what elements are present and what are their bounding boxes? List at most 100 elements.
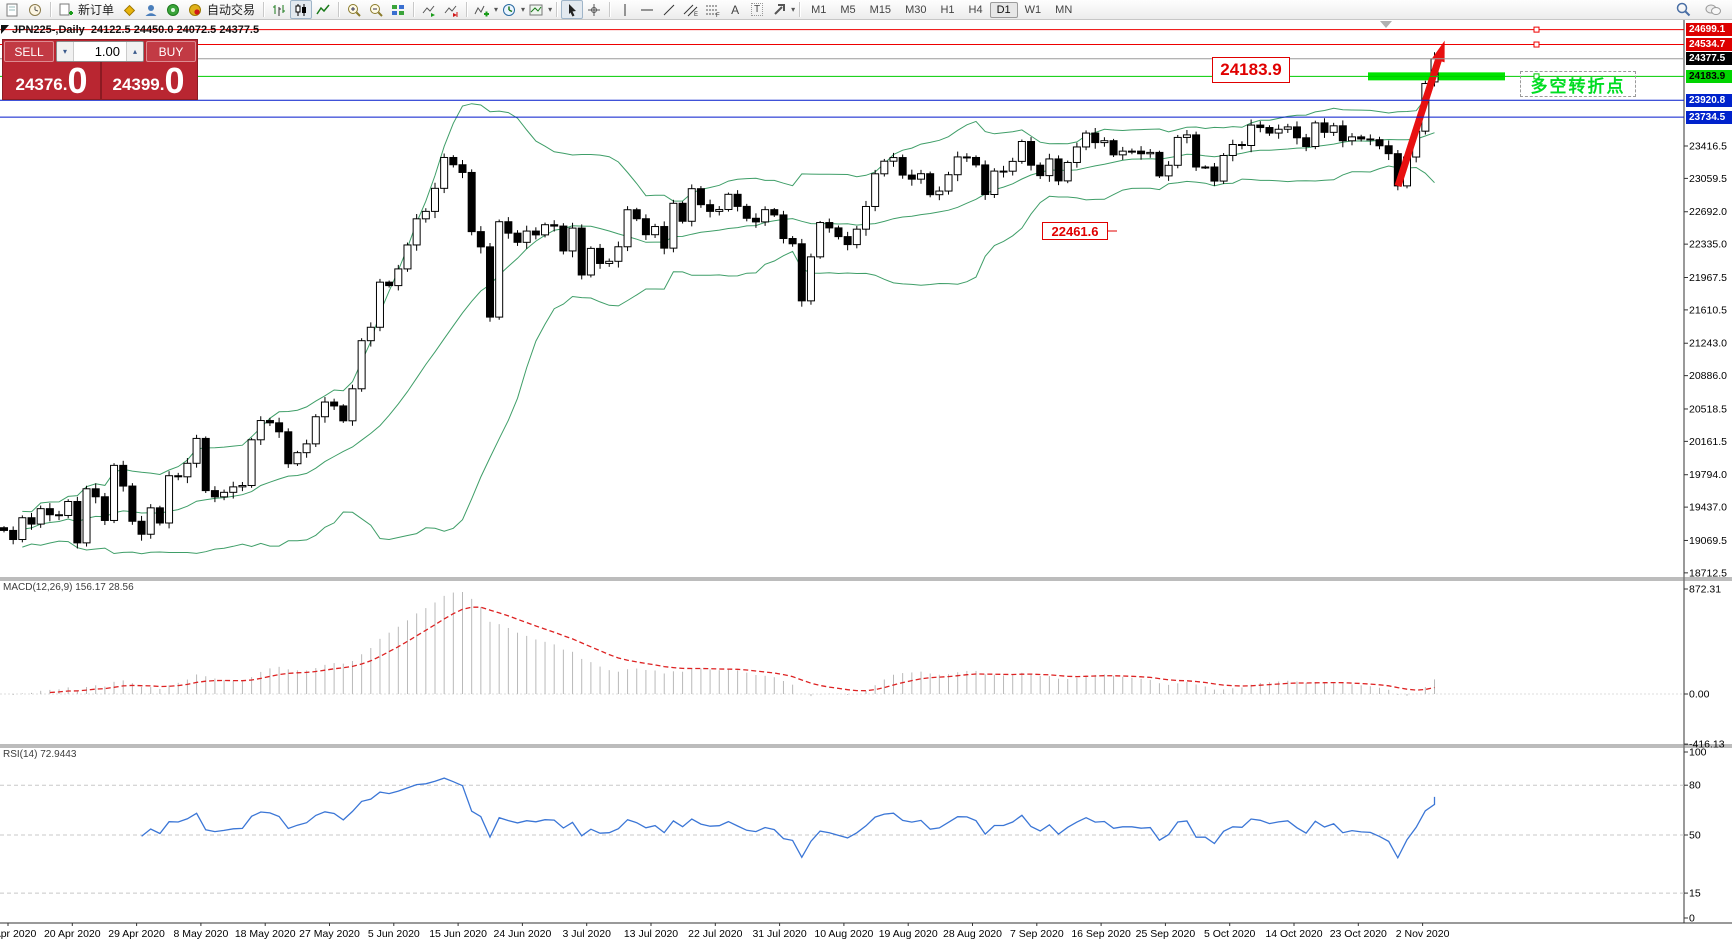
macd-signal-line	[49, 606, 1435, 694]
new-order-icon[interactable]	[55, 0, 77, 19]
date-label: 15 Jun 2020	[429, 928, 487, 940]
svg-text:21610.5: 21610.5	[1689, 304, 1727, 316]
rsi-label: RSI(14) 72.9443	[3, 749, 77, 760]
toolbar-separator	[466, 2, 468, 17]
toolbar-separator	[556, 2, 558, 17]
zoom-out-icon[interactable]	[365, 0, 387, 19]
date-label: 23 Oct 2020	[1330, 928, 1387, 940]
chart-ohlc-values: 24122.5 24450.0 24072.5 24377.5	[90, 24, 260, 36]
timeframe-mn[interactable]: MN	[1055, 3, 1073, 16]
indicators-dropdown-caret[interactable]: ▾	[494, 5, 499, 14]
chat-icon[interactable]	[1702, 0, 1724, 19]
templates-dropdown-caret[interactable]: ▾	[548, 5, 553, 14]
sell-price[interactable]: 24376. 0	[3, 62, 100, 99]
timeframe-m30[interactable]: M30	[905, 3, 927, 16]
toolbar-separator	[338, 2, 340, 17]
cursor-icon[interactable]	[561, 0, 584, 19]
buy-price[interactable]: 24399. 0	[100, 62, 197, 99]
timeframe-h1[interactable]: H1	[940, 3, 955, 16]
periods-icon[interactable]	[498, 0, 520, 19]
date-label: 14 Oct 2020	[1265, 928, 1322, 940]
horizontal-line-icon[interactable]	[636, 0, 658, 19]
text-label-tool-icon[interactable]: T	[746, 0, 768, 19]
zoom-in-icon[interactable]	[343, 0, 365, 19]
line-handle[interactable]	[1533, 26, 1540, 33]
toolbar-separator	[609, 2, 611, 17]
toolbar-separator	[413, 2, 415, 17]
equidistant-channel-icon[interactable]: E	[680, 0, 702, 19]
price-tag: 23920.8	[1686, 93, 1732, 107]
trend-arrow[interactable]	[1394, 50, 1445, 188]
autotrading-icon[interactable]	[184, 0, 206, 19]
sell-button[interactable]: SELL	[4, 41, 54, 62]
volume-value[interactable]: 1.00	[94, 44, 120, 59]
svg-text:19069.5: 19069.5	[1689, 535, 1727, 547]
object-anchor-marker[interactable]	[1380, 21, 1392, 28]
svg-text:0.00: 0.00	[1689, 689, 1710, 701]
auto-scroll-icon[interactable]	[418, 0, 440, 19]
autotrading-button[interactable]: 自动交易	[207, 3, 256, 17]
vertical-line-icon[interactable]	[614, 0, 636, 19]
profiles-icon[interactable]	[24, 0, 46, 19]
fibonacci-icon[interactable]: F	[702, 0, 724, 19]
svg-text:100: 100	[1689, 747, 1707, 759]
text-tool-icon[interactable]: A	[731, 2, 740, 17]
macd-label: MACD(12,26,9) 156.17 28.56	[3, 582, 134, 593]
timeframe-m5[interactable]: M5	[840, 3, 856, 16]
date-label: 19 Aug 2020	[879, 928, 938, 940]
svg-text:20161.5: 20161.5	[1689, 436, 1727, 448]
new-chart-icon[interactable]	[2, 0, 24, 19]
periods-dropdown-caret[interactable]: ▾	[521, 5, 526, 14]
support-price-label[interactable]: 22461.6	[1042, 222, 1108, 240]
line-handle[interactable]	[1533, 73, 1540, 80]
trendline-icon[interactable]	[658, 0, 680, 19]
chart-symbol-period: JPN225-,Daily	[12, 24, 85, 36]
candlestick-chart-icon[interactable]	[290, 0, 313, 19]
chart-shift-icon[interactable]	[440, 0, 462, 19]
svg-text:18712.5: 18712.5	[1689, 567, 1727, 579]
channel-letter: E	[694, 12, 698, 17]
buy-button[interactable]: BUY	[146, 41, 196, 62]
svg-text:19794.0: 19794.0	[1689, 469, 1727, 481]
resistance-price-label[interactable]: 24183.9	[1212, 57, 1290, 83]
line-chart-icon[interactable]	[312, 0, 334, 19]
timeframe-m15[interactable]: M15	[869, 3, 892, 16]
templates-icon[interactable]	[525, 0, 547, 19]
indicators-icon[interactable]	[471, 0, 493, 19]
svg-text:-416.13: -416.13	[1689, 739, 1725, 751]
arrows-dropdown-caret[interactable]: ▾	[791, 5, 796, 14]
line-handle[interactable]	[1533, 41, 1540, 48]
crosshair-icon[interactable]	[583, 0, 605, 19]
navigator-icon[interactable]	[162, 0, 184, 19]
volume-field[interactable]: ▾ 1.00 ▴	[56, 41, 144, 62]
new-order-button[interactable]: 新订单	[78, 3, 115, 17]
bar-chart-icon[interactable]	[268, 0, 290, 19]
mouse-cursor-icon	[1, 25, 9, 34]
date-label: 31 Jul 2020	[752, 928, 806, 940]
date-label: 10 Apr 2020	[0, 928, 36, 940]
date-label: 18 May 2020	[235, 928, 296, 940]
timeframe-h4[interactable]: H4	[968, 3, 983, 16]
price-tag: 24183.9	[1686, 69, 1732, 83]
date-label: 27 May 2020	[299, 928, 360, 940]
date-label: 8 May 2020	[173, 928, 228, 940]
main-toolbar: 新订单 自动交易 ▾ ▾ ▾ E F A T ▾ M1 M5 M15 M30 H…	[0, 0, 1732, 20]
volume-increase-button[interactable]: ▴	[126, 42, 143, 61]
market-watch-icon[interactable]	[118, 0, 140, 19]
turning-point-note[interactable]: 多空转折点	[1520, 71, 1636, 97]
data-window-icon[interactable]	[140, 0, 162, 19]
svg-text:22335.0: 22335.0	[1689, 239, 1727, 251]
bollinger-lower	[22, 165, 1435, 555]
tile-windows-icon[interactable]	[387, 0, 409, 19]
arrows-tool-icon[interactable]	[768, 0, 790, 19]
timeframe-w1[interactable]: W1	[1024, 3, 1042, 16]
volume-decrease-button[interactable]: ▾	[57, 42, 74, 61]
svg-text:21967.5: 21967.5	[1689, 272, 1727, 284]
price-tag: 24534.7	[1686, 38, 1732, 52]
timeframe-m1[interactable]: M1	[811, 3, 827, 16]
toolbar-separator	[799, 2, 801, 17]
svg-text:20518.5: 20518.5	[1689, 403, 1727, 415]
search-icon[interactable]	[1672, 0, 1694, 19]
timeframe-d1[interactable]: D1	[989, 1, 1018, 18]
